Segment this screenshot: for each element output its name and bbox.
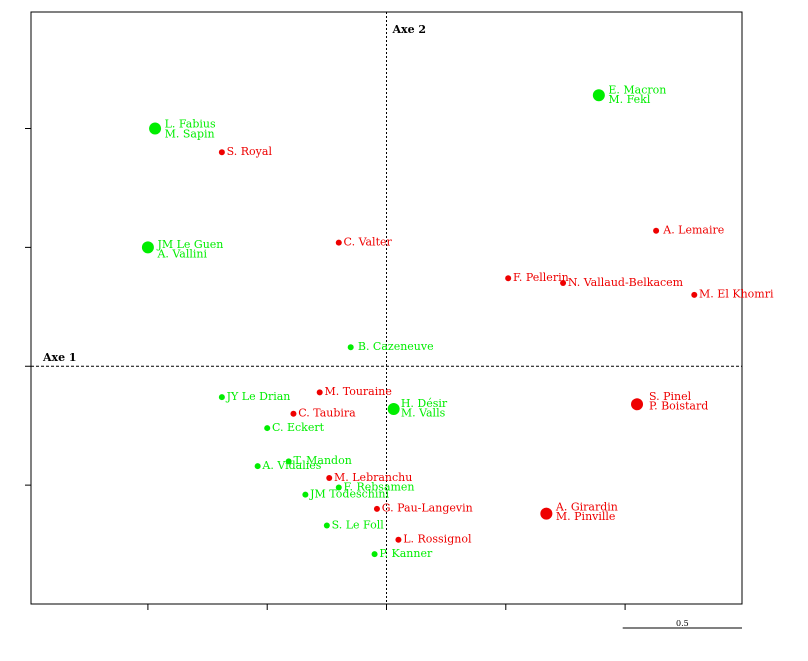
axis-ticks bbox=[25, 127, 626, 610]
point-label: JM Todeschini bbox=[309, 487, 389, 500]
point-label: F. Pellerin bbox=[513, 271, 569, 284]
data-point bbox=[264, 425, 271, 432]
data-point bbox=[335, 239, 342, 246]
point-label: P. Kanner bbox=[379, 547, 433, 560]
point-label: A. Lemaire bbox=[662, 224, 724, 237]
point-label: N. Vallaud-Belkacem bbox=[568, 276, 684, 289]
point-labels: S. Royal A. Lemaire C. Valter F. Pellerin N.… bbox=[156, 83, 774, 560]
point-label: M. Touraine bbox=[324, 385, 391, 398]
data-point bbox=[218, 394, 225, 401]
point-label: JM Le Guen bbox=[156, 238, 223, 251]
data-point bbox=[326, 474, 333, 481]
axis-2-label: Axe 2 bbox=[392, 23, 427, 36]
data-point bbox=[149, 122, 162, 135]
data-point bbox=[218, 149, 225, 156]
data-point bbox=[592, 89, 605, 102]
point-label: H. Désir bbox=[401, 397, 448, 410]
point-label: M. Sapin bbox=[165, 127, 215, 140]
data-point bbox=[387, 403, 400, 416]
point-label: A. Vallini bbox=[156, 247, 207, 260]
axis-1-label: Axe 1 bbox=[42, 351, 77, 364]
point-label: JY Le Drian bbox=[226, 390, 291, 403]
point-label: S. Le Foll bbox=[332, 518, 385, 531]
data-point bbox=[653, 227, 660, 234]
point-label: M. El Khomri bbox=[699, 288, 774, 301]
data-point bbox=[254, 463, 261, 470]
point-label: S. Royal bbox=[227, 145, 273, 158]
point-label: M. Fekl bbox=[608, 93, 650, 106]
point-label: S. Pinel bbox=[649, 390, 692, 403]
point-label: C. Eckert bbox=[272, 421, 325, 434]
point-label: M. Lebranchu bbox=[334, 471, 412, 484]
point-label: P. Boistard bbox=[649, 399, 708, 412]
data-point bbox=[371, 551, 378, 558]
data-point bbox=[505, 275, 512, 282]
data-point bbox=[323, 522, 330, 529]
data-point bbox=[290, 410, 297, 417]
data-point bbox=[347, 344, 354, 351]
point-label: B. Cazeneuve bbox=[358, 340, 434, 353]
data-point bbox=[560, 280, 567, 287]
point-label: F. Rebsamen bbox=[344, 480, 415, 493]
data-point bbox=[373, 505, 380, 512]
data-point bbox=[285, 458, 292, 465]
point-label: M. Pinville bbox=[556, 510, 616, 523]
data-point bbox=[141, 241, 154, 254]
point-label: E. Macron bbox=[608, 83, 666, 96]
point-label: L. Rossignol bbox=[403, 533, 472, 546]
point-label: C. Valter bbox=[344, 235, 393, 248]
data-point bbox=[691, 291, 698, 298]
data-point bbox=[316, 389, 323, 396]
point-label: L. Fabius bbox=[165, 118, 216, 131]
point-label: A. Vidalies bbox=[261, 459, 321, 472]
data-point bbox=[335, 484, 342, 491]
data-point bbox=[540, 507, 553, 520]
point-label: C. Taubira bbox=[298, 407, 356, 420]
data-point bbox=[631, 398, 644, 411]
point-label: G. Pau-Langevin bbox=[382, 502, 473, 515]
point-label: M. Valls bbox=[401, 407, 446, 420]
point-label: T. Mandon bbox=[293, 454, 351, 467]
point-label: A. Girardin bbox=[555, 501, 618, 514]
scale-label: 0.5 bbox=[676, 619, 689, 628]
data-point bbox=[302, 491, 309, 498]
data-points bbox=[141, 89, 698, 558]
data-point bbox=[395, 536, 402, 543]
